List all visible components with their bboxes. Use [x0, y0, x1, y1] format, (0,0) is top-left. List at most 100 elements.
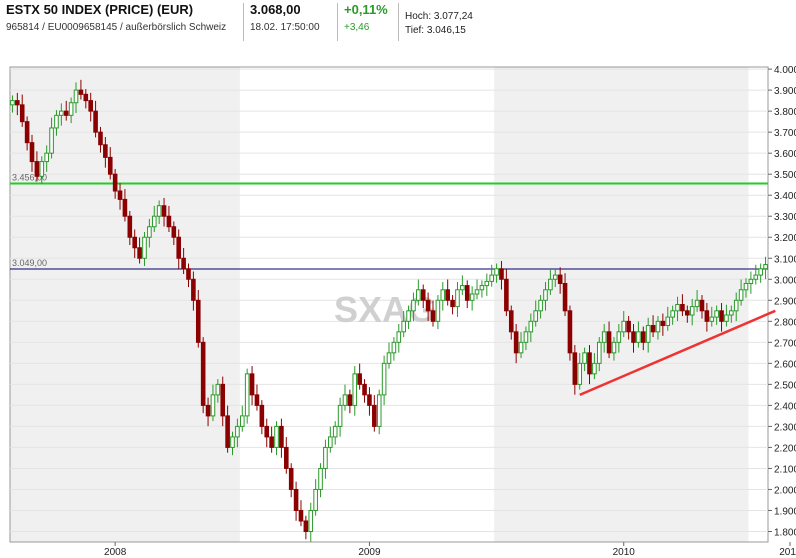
y-tick-label: 2.400 [774, 401, 796, 412]
candle-body [39, 161, 45, 177]
candle-body [562, 282, 568, 312]
candle-body [523, 331, 529, 343]
candle-body [704, 310, 710, 322]
range-block: Hoch: 3.077,24 Tief: 3.046,15 [405, 10, 473, 50]
trendline-layer [579, 309, 776, 397]
candle-body [460, 285, 465, 291]
candle-body [587, 352, 592, 375]
candle-body [24, 121, 30, 144]
candle-body [112, 173, 118, 192]
y-tick-label: 2.700 [774, 338, 796, 349]
candle-body [254, 394, 260, 406]
candle-body [670, 310, 675, 318]
candlesticks [10, 79, 768, 542]
candle-body [68, 102, 74, 116]
candle-body [210, 394, 216, 417]
candle-body [611, 341, 617, 354]
candle-body [54, 114, 59, 129]
candle-body [396, 331, 402, 343]
candle-body [631, 331, 636, 343]
candle-body [601, 331, 607, 343]
y-tick-label: 2.200 [774, 443, 796, 454]
candle-body [117, 190, 123, 200]
candle-body [166, 215, 172, 228]
candle-body [88, 100, 93, 112]
candle-body [689, 306, 695, 316]
candle-body [548, 278, 553, 291]
candle-body [552, 274, 558, 280]
candle-body [626, 320, 631, 333]
candle-body [122, 198, 128, 217]
y-tick-label: 2.800 [774, 317, 796, 328]
candle-body [274, 425, 279, 448]
candle-body [132, 236, 138, 249]
candle-body [616, 331, 622, 343]
horizontal-line-label: 3.049,00 [12, 258, 47, 268]
candle-body [567, 310, 573, 354]
shaded-period [494, 67, 749, 542]
candle-body [352, 373, 358, 406]
candle-body [161, 205, 167, 217]
candle-body [49, 127, 54, 154]
change-absolute: +3,46 [344, 22, 370, 33]
plot-frame [9, 66, 769, 543]
candle-body [543, 289, 548, 301]
candle-body [19, 104, 25, 123]
candle-body [10, 100, 15, 106]
candle-body [303, 520, 309, 532]
candle-body [328, 436, 333, 448]
candle-body [191, 278, 196, 301]
candle-body [680, 304, 685, 312]
candle-body [244, 373, 250, 417]
horizontal-line-label: 3.456,00 [12, 172, 47, 182]
candle-body [406, 310, 411, 322]
x-tick-label: 2008 [104, 547, 127, 558]
candle-body [416, 289, 421, 301]
candle-body [200, 341, 206, 406]
instrument-meta: 965814 / EU0009658145 / außerbörslich Sc… [6, 22, 227, 33]
y-tick-label: 2.300 [774, 422, 796, 433]
change-block: +0,11% +3,46 [344, 2, 388, 42]
candle-body [78, 89, 84, 95]
y-tick-label: 2.500 [774, 380, 796, 391]
candle-body [499, 268, 504, 280]
candle-body [504, 278, 509, 312]
candle-body [724, 314, 729, 322]
candle-body [93, 110, 98, 133]
candle-body [318, 467, 323, 490]
candle-body [538, 299, 543, 312]
y-tick-label: 2.600 [774, 359, 796, 370]
candle-body [44, 152, 49, 163]
candle-body [63, 110, 69, 116]
candle-body [699, 299, 705, 312]
candle-body [474, 289, 480, 295]
candle-body [357, 373, 362, 385]
y-tick-label: 3.500 [774, 170, 796, 181]
candle-body [743, 282, 749, 291]
price-timestamp: 18.02. 17:50:00 [250, 22, 320, 33]
candle-body [572, 352, 578, 385]
candle-body [186, 268, 191, 280]
candle-body [640, 331, 646, 343]
last-price: 3.068,00 [250, 2, 301, 17]
candle-body [220, 383, 226, 417]
candle-body [195, 299, 201, 343]
y-tick-label: 3.400 [774, 191, 796, 202]
trendline [579, 309, 776, 397]
candle-body [660, 320, 666, 327]
instrument-block: ESTX 50 INDEX (PRICE) (EUR) 965814 / EU0… [6, 2, 226, 42]
candle-body [293, 488, 299, 511]
y-tick-label: 2.900 [774, 296, 796, 307]
candle-body [753, 274, 759, 280]
day-low: Tief: 3.046,15 [405, 24, 473, 38]
low-value: 3.046,15 [426, 25, 466, 36]
candle-body [342, 394, 348, 406]
candle-body [518, 341, 524, 354]
candle-body [733, 299, 739, 312]
instrument-name: ESTX 50 INDEX (PRICE) (EUR) [6, 2, 194, 17]
candle-body [83, 93, 89, 102]
candle-body [738, 289, 744, 301]
y-axis: 4.000 3.900 3.800 3.700 3.600 3.500 3.400 3.300… [768, 65, 796, 538]
candle-body [323, 446, 328, 469]
candle-body [259, 404, 265, 427]
